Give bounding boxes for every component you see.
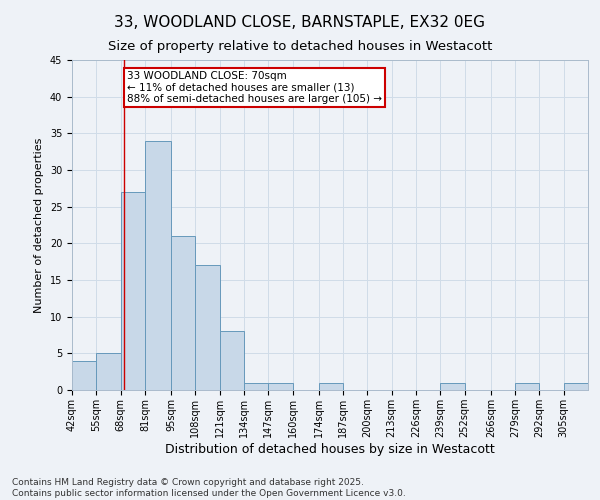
Bar (145, 140, 171, 390)
Text: 33, WOODLAND CLOSE, BARNSTAPLE, EX32 0EG: 33, WOODLAND CLOSE, BARNSTAPLE, EX32 0EG (115, 15, 485, 30)
Bar (220, 332, 244, 390)
Bar (196, 266, 220, 390)
Bar (268, 382, 293, 390)
Y-axis label: Number of detached properties: Number of detached properties (34, 138, 44, 312)
Bar (72, 360, 97, 390)
Bar (171, 236, 196, 390)
Bar (121, 192, 145, 390)
Bar (563, 382, 588, 390)
X-axis label: Distribution of detached houses by size in Westacott: Distribution of detached houses by size … (165, 442, 495, 456)
Bar (515, 382, 539, 390)
Bar (319, 382, 343, 390)
Text: Size of property relative to detached houses in Westacott: Size of property relative to detached ho… (108, 40, 492, 53)
Bar (244, 382, 268, 390)
Text: Contains HM Land Registry data © Crown copyright and database right 2025.
Contai: Contains HM Land Registry data © Crown c… (12, 478, 406, 498)
Bar (440, 382, 464, 390)
Bar (97, 354, 121, 390)
Text: 33 WOODLAND CLOSE: 70sqm
← 11% of detached houses are smaller (13)
88% of semi-d: 33 WOODLAND CLOSE: 70sqm ← 11% of detach… (127, 71, 382, 104)
